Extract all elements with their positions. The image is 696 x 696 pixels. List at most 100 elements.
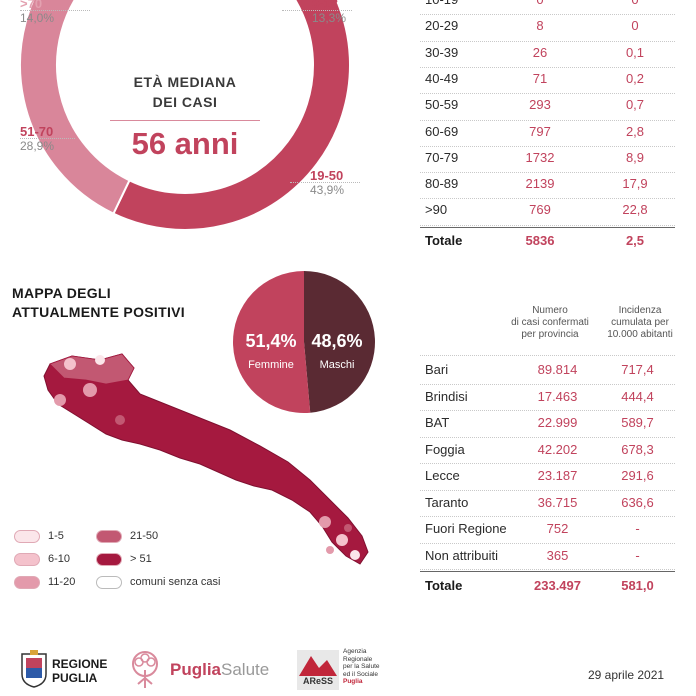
map-low-case-spot (64, 358, 76, 370)
age-table-row: 60-69 797 2,8 (420, 120, 660, 146)
total-divider (420, 571, 675, 572)
row-divider (420, 119, 675, 121)
puglia-salute-tree-icon (126, 650, 164, 690)
female-label: Femmine (248, 359, 294, 371)
header-line: 10.000 abitanti (607, 329, 673, 340)
map-low-case-spot (319, 516, 331, 528)
age-cell: 20-29 (425, 18, 459, 34)
segment-name: 0-18 (312, 0, 339, 11)
row-divider (420, 463, 675, 464)
province-name: Non attribuiti (425, 547, 498, 563)
segment-pct: 14,0% (20, 11, 55, 25)
pct-cell: 17,9 (622, 176, 648, 192)
row-divider (420, 569, 675, 570)
total-incidence: 581,0 (621, 578, 654, 593)
age-cell: 70-79 (425, 149, 459, 165)
row-divider (420, 145, 675, 147)
age-cell: 40-49 (425, 70, 459, 86)
row-divider (420, 93, 675, 95)
aress-line: Agenzia (343, 648, 367, 655)
pct-cell: 0,7 (625, 97, 645, 113)
leader-line (290, 182, 360, 183)
donut-center-divider (110, 120, 260, 121)
province-incidence: 717,4 (621, 362, 654, 377)
aress-text: Agenzia Regionale per la Salute ed il So… (343, 648, 380, 686)
pct-cell: 0 (605, 0, 665, 7)
total-cases: 5836 (525, 232, 555, 248)
header-line: Numero (532, 305, 568, 316)
map-low-case-spot (336, 534, 348, 546)
row-divider (420, 66, 675, 68)
leader-line (282, 10, 352, 11)
donut-slice-19-50 (112, 0, 351, 231)
age-donut-chart (19, 0, 351, 231)
map-low-case-spot (54, 394, 66, 406)
gender-slice-female (232, 271, 311, 413)
age-cell: 80-89 (425, 176, 459, 192)
pct-cell: 8,9 (625, 149, 645, 165)
cases-cell: 797 (529, 123, 551, 139)
age-cell: 10-19 (425, 0, 458, 7)
aress-line: ed il Sociale (343, 670, 379, 678)
cases-cell: 769 (529, 202, 551, 218)
age-cell: >90 (425, 202, 448, 218)
legend-swatch (14, 576, 40, 589)
map-low-case-spot (350, 550, 360, 560)
legend-label: 11-20 (48, 576, 76, 588)
donut-center-title-line1: ETÀ MEDIANA (133, 74, 237, 90)
age-table-row: 20-29 8 0 (420, 14, 660, 40)
province-incidence: 444,4 (621, 388, 654, 404)
age-table-row: 10-1900 (420, 0, 660, 14)
donut-center-value: 56 anni (131, 126, 239, 161)
row-divider (420, 410, 675, 411)
province-incidence: 636,6 (621, 494, 654, 510)
age-table-row: 80-89 2139 17,9 (420, 172, 660, 198)
gender-pie-chart (232, 271, 375, 413)
pct-cell: 0,1 (625, 44, 645, 60)
map-title: MAPPA DEGLI ATTUALMENTE POSITIVI (12, 284, 185, 322)
pct-cell: 2,8 (625, 123, 645, 139)
puglia-region-shape (43, 353, 369, 565)
puglia-salute-word1: Puglia (170, 660, 222, 679)
age-cell: 60-69 (425, 123, 459, 139)
cases-cell: 71 (532, 70, 548, 86)
puglia-salute-word2: Salute (221, 660, 270, 679)
segment-label-over70: >70 14,0% (20, 0, 54, 25)
total-label: Totale (425, 232, 463, 248)
legend-swatch (96, 553, 122, 566)
province-header-incidence: Incidenza cumulata per 10.000 abitanti (595, 305, 685, 341)
legend-label: 21-50 (130, 530, 159, 542)
map-title-line1: MAPPA DEGLI (12, 285, 111, 301)
aress-line: per la Salute (343, 663, 380, 670)
cases-cell: 1732 (525, 149, 555, 165)
map-low-case-spot (115, 415, 125, 425)
province-header-cases: Numero di casi confermati per provincia (500, 305, 600, 341)
province-cases: 22.999 (537, 415, 578, 430)
province-incidence: - (635, 521, 640, 536)
leader-line (20, 10, 90, 11)
province-incidence: - (635, 547, 640, 563)
cases-cell: 0 (510, 0, 570, 7)
total-label: Totale (425, 578, 463, 593)
map-low-case-spot (83, 383, 97, 397)
cases-cell: 2139 (525, 176, 555, 192)
report-date: 29 aprile 2021 (588, 668, 665, 682)
segment-label-19-50: 19-50 43,9% (310, 168, 344, 197)
province-cases: 365 (546, 547, 569, 563)
pct-cell: 22,8 (622, 202, 648, 218)
row-divider (420, 355, 675, 356)
total-cases: 233.497 (534, 578, 581, 593)
age-table-row: 30-39 26 0,1 (420, 41, 660, 67)
province-row: Fuori Regione 752 - (420, 516, 675, 543)
cases-cell: 8 (536, 18, 544, 34)
legend-swatch (14, 553, 40, 566)
aress-line: Puglia (343, 678, 363, 685)
regione-puglia-emblem-icon (20, 650, 48, 688)
age-table-row: >90 769 22,8 (420, 198, 660, 224)
donut-center-title-line2: DEI CASI (152, 94, 218, 110)
map-low-case-spot (326, 546, 334, 554)
cases-cell: 293 (529, 97, 551, 113)
map-low-case-spot (95, 355, 105, 365)
segment-pct: 43,9% (310, 183, 345, 197)
legend-swatch (96, 576, 122, 589)
